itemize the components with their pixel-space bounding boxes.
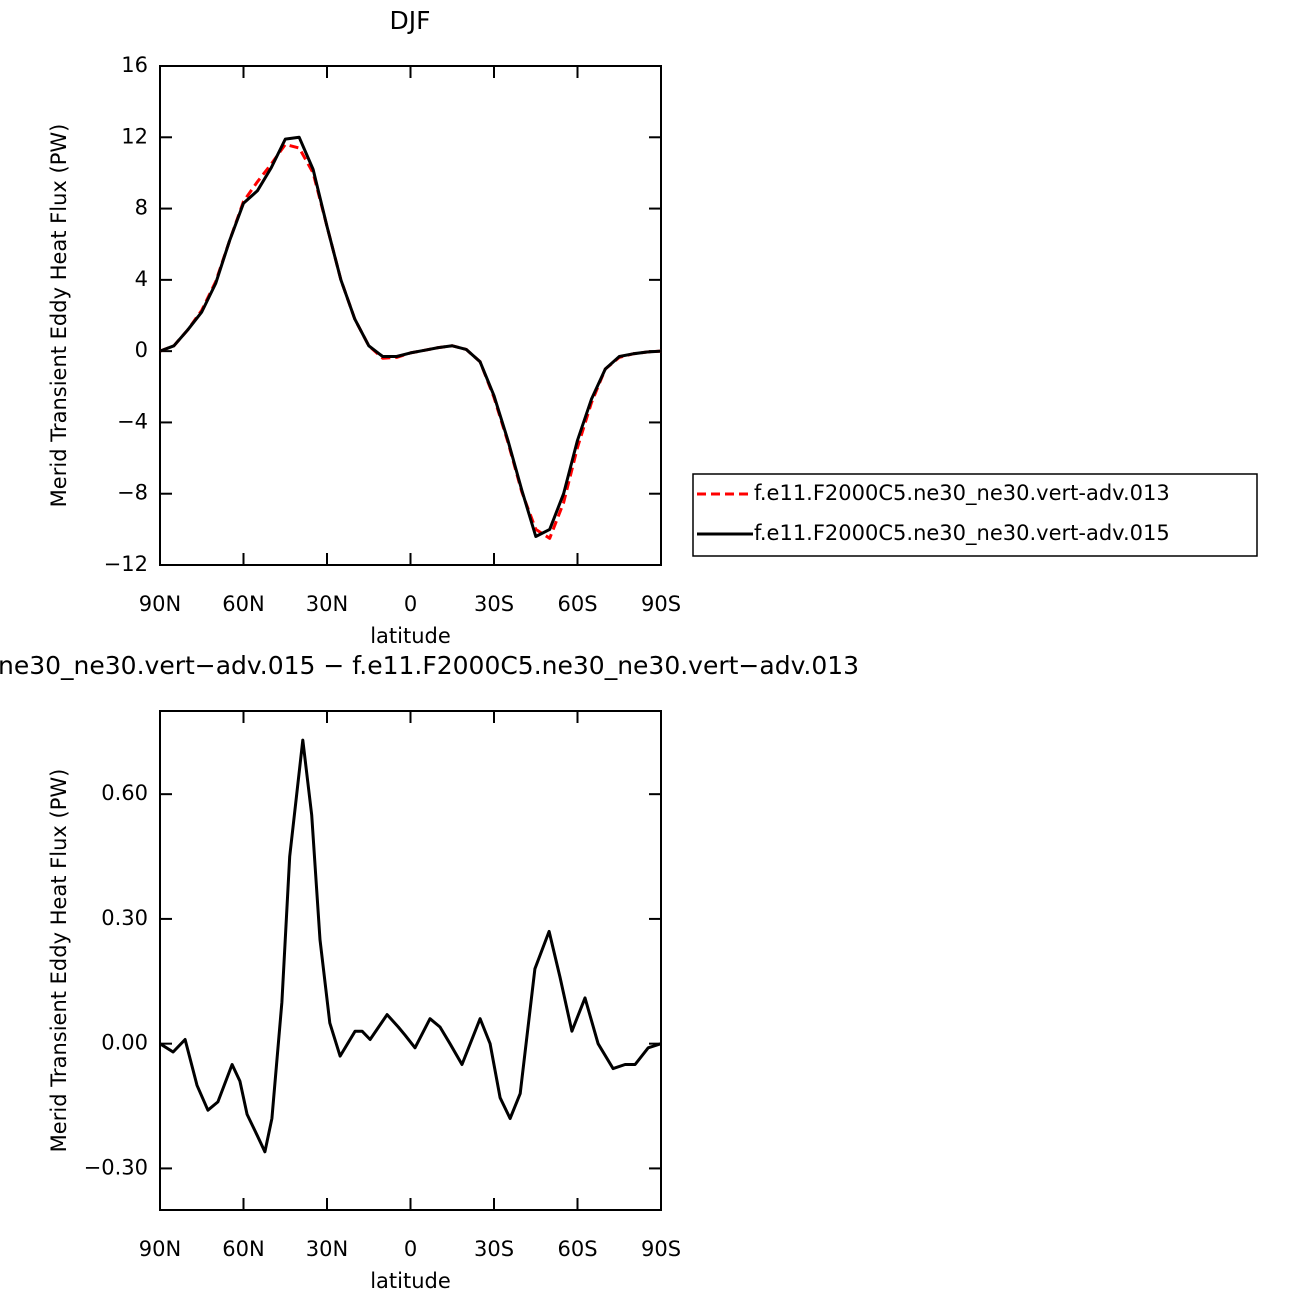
- x-tick-label: 30S: [474, 592, 514, 616]
- x-tick-label: 30S: [474, 1237, 514, 1261]
- y-tick-label: 0.60: [101, 781, 148, 805]
- x-tick-label: 90S: [641, 592, 681, 616]
- x-tick-label: 90N: [139, 592, 181, 616]
- x-tick-label: 60N: [222, 1237, 264, 1261]
- x-axis-label: latitude: [370, 624, 451, 648]
- y-tick-label: 0.00: [101, 1031, 148, 1055]
- legend-box: [692, 473, 1258, 557]
- x-tick-label: 0: [404, 1237, 417, 1261]
- y-tick-label: 12: [121, 124, 148, 148]
- x-tick-label: 60S: [557, 592, 597, 616]
- x-tick-label: 90N: [139, 1237, 181, 1261]
- y-tick-label: −0.30: [84, 1155, 148, 1179]
- y-axis-label: Merid Transient Eddy Heat Flux (PW): [47, 124, 71, 508]
- series-line: [159, 142, 662, 540]
- y-tick-label: 4: [135, 267, 148, 291]
- plot-frame: [159, 710, 662, 1211]
- series-line: [159, 738, 662, 1154]
- chart-title: DJF: [389, 6, 430, 35]
- y-tick-label: −12: [104, 552, 148, 576]
- plot-frame: [159, 65, 662, 566]
- y-tick-label: 0.30: [101, 906, 148, 930]
- y-tick-label: −4: [117, 409, 148, 433]
- x-tick-label: 30N: [306, 592, 348, 616]
- x-tick-label: 60N: [222, 592, 264, 616]
- x-tick-label: 90S: [641, 1237, 681, 1261]
- chart-title: ne30_ne30.vert−adv.015 − f.e11.F2000C5.n…: [0, 651, 859, 680]
- y-tick-label: 8: [135, 196, 148, 220]
- series-line: [159, 135, 662, 538]
- y-tick-label: 0: [135, 338, 148, 362]
- x-tick-label: 60S: [557, 1237, 597, 1261]
- x-tick-label: 0: [404, 592, 417, 616]
- x-axis-label: latitude: [370, 1269, 451, 1293]
- y-tick-label: −8: [117, 481, 148, 505]
- y-tick-label: 16: [121, 53, 148, 77]
- legend-label: f.e11.F2000C5.ne30_ne30.vert-adv.015: [754, 521, 1170, 546]
- legend-label: f.e11.F2000C5.ne30_ne30.vert-adv.013: [754, 481, 1170, 506]
- y-axis-label: Merid Transient Eddy Heat Flux (PW): [47, 769, 71, 1153]
- x-tick-label: 30N: [306, 1237, 348, 1261]
